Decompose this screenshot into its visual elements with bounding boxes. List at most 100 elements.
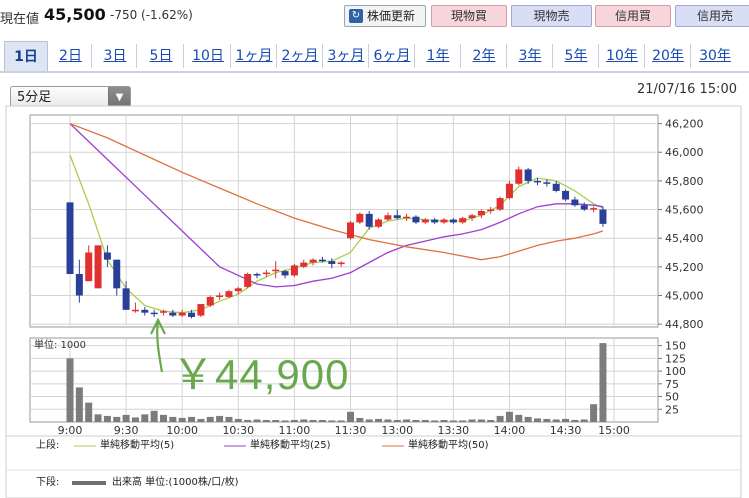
candle-body <box>94 245 102 289</box>
tab-2d[interactable]: 2日 <box>50 44 92 68</box>
volume-bar <box>347 411 354 422</box>
tab-3d[interactable]: 3日 <box>94 44 137 68</box>
volume-bar <box>244 419 252 422</box>
candle-body <box>431 219 439 223</box>
price-annotation: ￥44,900 <box>172 351 350 398</box>
tab-1m[interactable]: 1ヶ月 <box>232 44 277 68</box>
volume-bar <box>178 417 186 422</box>
candle-body <box>188 312 196 317</box>
tab-5y[interactable]: 5年 <box>554 44 599 68</box>
tab-3m[interactable]: 3ヶ月 <box>324 44 369 68</box>
candle-body <box>216 295 224 297</box>
price-tick-label: 44,800 <box>665 318 704 331</box>
volume-tick-label: 75 <box>665 378 679 391</box>
tab-1d[interactable]: 1日 <box>4 41 48 71</box>
volume-bar <box>188 416 196 422</box>
volume-bar <box>477 419 485 422</box>
candle-body <box>178 312 186 316</box>
tab-2y[interactable]: 2年 <box>462 44 507 68</box>
x-tick-label: 14:30 <box>550 424 582 437</box>
candle-body <box>225 291 233 297</box>
candle-body <box>66 202 74 274</box>
tab-20y[interactable]: 20年 <box>646 44 691 68</box>
candle-body <box>580 205 588 210</box>
candle-body <box>515 169 523 184</box>
volume-bar <box>365 419 373 422</box>
volume-bar <box>496 415 504 422</box>
volume-bar <box>590 404 598 422</box>
candle-body <box>599 209 607 224</box>
volume-bar <box>85 402 93 422</box>
candle-body <box>543 182 551 184</box>
volume-bar <box>197 418 205 422</box>
legend-lower: 下段: 出来高 単位:(1000株/口/枚) <box>36 477 436 491</box>
candle-body <box>562 190 570 200</box>
candle-body <box>131 309 139 312</box>
candle-body <box>347 222 354 239</box>
candle-body <box>393 215 401 219</box>
candle-body <box>552 183 560 191</box>
tab-3y[interactable]: 3年 <box>508 44 553 68</box>
margin-sell-button[interactable]: 信用売 <box>675 5 749 27</box>
axis-labels: 9:00 9:30 10:00 10:30 11:00 11:30 13:00 13:30 14… <box>58 118 704 437</box>
ma25-line <box>69 123 604 288</box>
volume-bar <box>384 419 392 422</box>
refresh-price-label: 株価更新 <box>367 9 416 23</box>
volume-bar <box>375 418 383 422</box>
tab-6m[interactable]: 6ヶ月 <box>370 44 415 68</box>
candle-body <box>356 213 364 223</box>
price-change: -750 (-1.62%) <box>110 8 193 22</box>
candle-body <box>468 215 476 219</box>
candle-body <box>150 312 158 315</box>
volume-bar <box>505 411 513 422</box>
candle-body <box>328 261 336 264</box>
tab-5d[interactable]: 5日 <box>139 44 184 68</box>
volume-tick-label: 150 <box>665 340 686 353</box>
current-price-label: 現在値 <box>0 12 40 27</box>
x-tick-label: 10:30 <box>222 424 254 437</box>
candle-body <box>449 219 457 223</box>
candle-body <box>571 199 579 206</box>
volume-bar <box>356 417 364 422</box>
margin-buy-button[interactable]: 信用買 <box>595 5 671 27</box>
tab-10d[interactable]: 10日 <box>186 44 231 68</box>
candles <box>66 166 607 319</box>
quote-header: 現在値 45,500 -750 (-1.62%) ↻ 株価更新 現物買 現物売 … <box>0 0 749 32</box>
volume-bar <box>234 418 242 422</box>
tab-10y[interactable]: 10年 <box>600 44 645 68</box>
volume-bar <box>309 419 317 422</box>
candle-body <box>384 215 392 220</box>
volume-bar <box>160 414 167 422</box>
candle-body <box>160 311 167 313</box>
volume-bar <box>206 416 214 422</box>
volume-bar <box>290 419 298 422</box>
annotation-stroke <box>156 321 164 373</box>
volume-bar <box>169 416 177 422</box>
volume-bar <box>468 419 476 422</box>
candle-body <box>85 252 93 282</box>
legend-lower-label: 下段: <box>36 477 60 488</box>
spot-sell-button[interactable]: 現物売 <box>511 5 592 27</box>
volume-bar <box>524 416 532 422</box>
volume-bar <box>113 416 121 422</box>
volume-bar <box>122 414 130 422</box>
candle-body <box>524 169 532 181</box>
refresh-price-button[interactable]: ↻ 株価更新 <box>344 5 426 27</box>
volume-bar <box>216 415 224 422</box>
interval-select-value: 5分足 <box>17 90 52 105</box>
candle-body <box>477 210 485 216</box>
volume-bar <box>75 387 83 422</box>
volume-bar <box>487 419 495 422</box>
tab-1y[interactable]: 1年 <box>416 44 461 68</box>
x-tick-label: 11:00 <box>279 424 311 437</box>
candle-body <box>365 213 373 227</box>
price-tick-label: 45,200 <box>665 261 704 274</box>
candle-body <box>318 259 326 262</box>
candle-body <box>272 269 280 272</box>
candle-body <box>206 296 214 306</box>
legend-upper: 上段: 単純移動平均(5) 単純移動平均(25) 単純移動平均(50) <box>36 440 736 454</box>
tab-2m[interactable]: 2ヶ月 <box>278 44 323 68</box>
volume-tick-label: 50 <box>665 391 679 404</box>
tab-30y[interactable]: 30年 <box>699 48 731 64</box>
spot-buy-button[interactable]: 現物買 <box>431 5 507 27</box>
